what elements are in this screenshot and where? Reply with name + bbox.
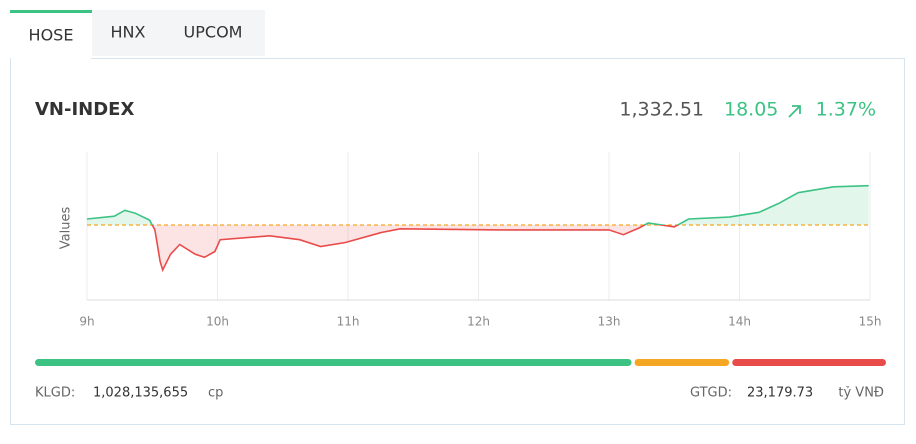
gtgd-unit: tỷ VNĐ xyxy=(838,386,884,401)
index-value: 1,332.51 xyxy=(619,99,704,121)
x-tick-label: 14h xyxy=(728,315,751,329)
tab-active-bg xyxy=(10,10,92,58)
breadth-segment xyxy=(634,359,730,366)
gtgd-label: GTGD: xyxy=(690,386,732,401)
klgd-unit: cp xyxy=(208,386,223,401)
klgd-label: KLGD: xyxy=(35,386,75,401)
x-tick-label: 13h xyxy=(598,315,621,329)
gtgd-value: 23,179.73 xyxy=(747,386,813,401)
x-tick-label: 11h xyxy=(337,315,360,329)
tab-active-indicator xyxy=(10,10,92,13)
line xyxy=(86,184,869,273)
x-tick-label: 12h xyxy=(467,315,490,329)
tab-join xyxy=(11,56,91,60)
x-tick-label: 15h xyxy=(859,315,882,329)
x-tick-label: 10h xyxy=(206,315,229,329)
area xyxy=(87,185,869,270)
tab[interactable]: HNX xyxy=(111,23,146,42)
y-axis-label: Values xyxy=(59,207,74,250)
up-arrow-icon xyxy=(788,105,801,118)
index-change-percent: 1.37% xyxy=(816,99,876,121)
tab-bar xyxy=(92,10,265,56)
breadth-segment xyxy=(732,359,886,366)
klgd-value: 1,028,135,655 xyxy=(93,386,188,401)
card xyxy=(10,58,905,425)
index-name: VN-INDEX xyxy=(35,99,134,120)
chart: 9h 10h 11h 12h 13h 14h 15h xyxy=(79,152,881,329)
breadth-bar xyxy=(35,359,886,366)
tab[interactable]: UPCOM xyxy=(184,23,243,42)
x-tick-label: 9h xyxy=(79,315,94,329)
breadth-segment xyxy=(35,359,632,366)
index-change: 18.05 xyxy=(724,99,778,121)
tab[interactable]: HOSE xyxy=(29,26,74,45)
